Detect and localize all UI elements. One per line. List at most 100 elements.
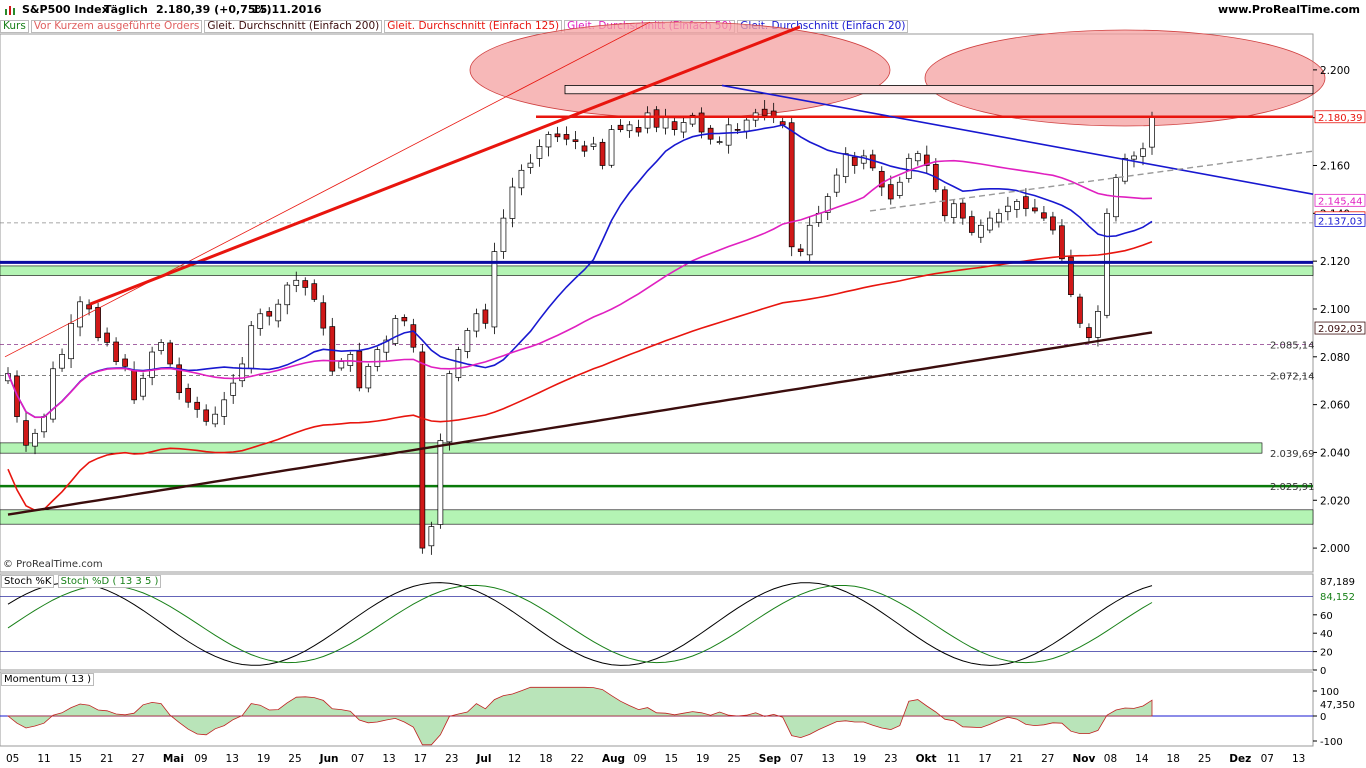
- candle-body: [644, 112, 651, 129]
- ma20-line: [7, 124, 1153, 419]
- x-tick-label: 11: [37, 753, 50, 765]
- candle-body: [284, 284, 291, 306]
- x-tick-label: 09: [194, 753, 207, 765]
- x-tick-label: 13: [822, 753, 835, 765]
- support-zone: [0, 442, 1263, 454]
- candle-body: [653, 109, 660, 128]
- candle-body: [608, 129, 615, 166]
- candle-body: [680, 122, 687, 133]
- candle-body: [410, 324, 417, 348]
- candle-body: [266, 311, 273, 317]
- x-tick-label: Jul: [475, 753, 491, 765]
- x-tick-label: 11: [947, 753, 960, 765]
- candle-body: [599, 141, 606, 166]
- candle-body: [788, 122, 795, 248]
- candle-body: [50, 368, 56, 420]
- candle-body: [1104, 212, 1110, 316]
- candle-body: [851, 156, 858, 166]
- candle-body: [878, 170, 885, 188]
- legend-ma125[interactable]: Gleit. Durchschnitt (Einfach 125): [384, 20, 563, 33]
- y-tick-label: 2.200: [1320, 65, 1350, 77]
- level-box: [1314, 214, 1366, 227]
- x-tick-label: 17: [978, 753, 991, 765]
- legend-price[interactable]: Kurs: [0, 20, 29, 33]
- candle-body: [113, 341, 119, 362]
- x-tick-label: 19: [853, 753, 866, 765]
- legend-orders[interactable]: Vor Kurzem ausgeführte Orders: [30, 20, 203, 33]
- candle-body: [536, 146, 543, 159]
- candle-body: [509, 186, 516, 219]
- x-tick-label: 25: [288, 753, 301, 765]
- stoch-tick-label: 20: [1320, 648, 1333, 659]
- y-tick-label: 2.000: [1320, 543, 1350, 555]
- candle-body: [626, 124, 633, 132]
- candle-body: [149, 351, 155, 378]
- stoch-k-label[interactable]: Stoch %K: [1, 575, 55, 588]
- legend-ma200[interactable]: Gleit. Durchschnitt (Einfach 200): [204, 20, 383, 33]
- candle-body: [428, 526, 435, 547]
- candle-body: [716, 141, 723, 143]
- support-zone: [0, 509, 1314, 525]
- x-tick-label: 22: [571, 753, 584, 765]
- momentum-label[interactable]: Momentum ( 13 ): [1, 673, 95, 686]
- x-tick-label: 09: [633, 753, 646, 765]
- candle-body: [473, 313, 480, 332]
- candle-body: [1059, 225, 1065, 260]
- x-tick-label: Okt: [916, 753, 937, 765]
- candle-body: [86, 304, 92, 310]
- x-tick-label: 25: [727, 753, 740, 765]
- candle-body: [329, 326, 336, 372]
- candle-body: [338, 361, 345, 369]
- x-tick-label: 13: [382, 753, 395, 765]
- stoch-d-label[interactable]: Stoch %D ( 13 3 5 ): [57, 575, 162, 588]
- candle-body: [1077, 296, 1083, 324]
- y-tick-label: 2.060: [1320, 400, 1350, 412]
- chart-date: 15.11.2016: [252, 3, 322, 16]
- candle-body: [950, 203, 957, 218]
- candle-body: [158, 342, 164, 351]
- x-tick-label: 08: [1104, 753, 1117, 765]
- stoch-level-label: 84,152: [1320, 592, 1355, 603]
- x-tick-label: 13: [226, 753, 239, 765]
- y-tick-label: 2.160: [1320, 161, 1350, 173]
- candle-body: [698, 112, 705, 133]
- candle-body: [176, 364, 182, 394]
- candle-body: [662, 117, 669, 129]
- candle-body: [185, 387, 192, 403]
- candle-body: [842, 153, 849, 177]
- x-tick-label: 07: [790, 753, 803, 765]
- candle-body: [860, 155, 867, 164]
- candle-body: [221, 399, 228, 417]
- candle-body: [77, 301, 83, 328]
- candle-body: [978, 224, 984, 238]
- chart-header: S&P500 Index Täglich 2.180,39 (+0,75%) 1…: [0, 0, 1366, 20]
- candle-body: [275, 303, 282, 322]
- x-tick-label: 25: [1198, 753, 1211, 765]
- candle-body: [1041, 212, 1047, 219]
- x-tick-label: 18: [539, 753, 552, 765]
- trendline-blue: [721, 84, 1314, 195]
- x-tick-label: 07: [1261, 753, 1274, 765]
- x-tick-label: Nov: [1072, 753, 1095, 765]
- candle-body: [239, 363, 246, 382]
- candle-body: [401, 317, 408, 322]
- candle-body: [95, 306, 101, 339]
- candle-body: [761, 108, 768, 116]
- candle-body: [68, 322, 74, 360]
- candle-body: [1005, 205, 1011, 213]
- level-label: 2.092,03: [1318, 324, 1363, 335]
- site-label[interactable]: www.ProRealTime.com: [1217, 3, 1360, 16]
- level-label: 2.072,14: [1270, 372, 1315, 383]
- candle-body: [311, 283, 318, 300]
- candle-body: [464, 330, 471, 352]
- candle-body: [987, 217, 993, 231]
- resistance-ellipse: [924, 29, 1326, 127]
- x-tick-label: 14: [1135, 753, 1149, 765]
- y-tick-label: 2.040: [1320, 447, 1350, 459]
- level-label: 2.025,91: [1270, 482, 1315, 493]
- ma50-line: [7, 159, 1153, 419]
- copyright: © ProRealTime.com: [3, 559, 103, 570]
- level-box: [1314, 110, 1366, 124]
- momentum-legend: Momentum ( 13 ): [1, 673, 95, 686]
